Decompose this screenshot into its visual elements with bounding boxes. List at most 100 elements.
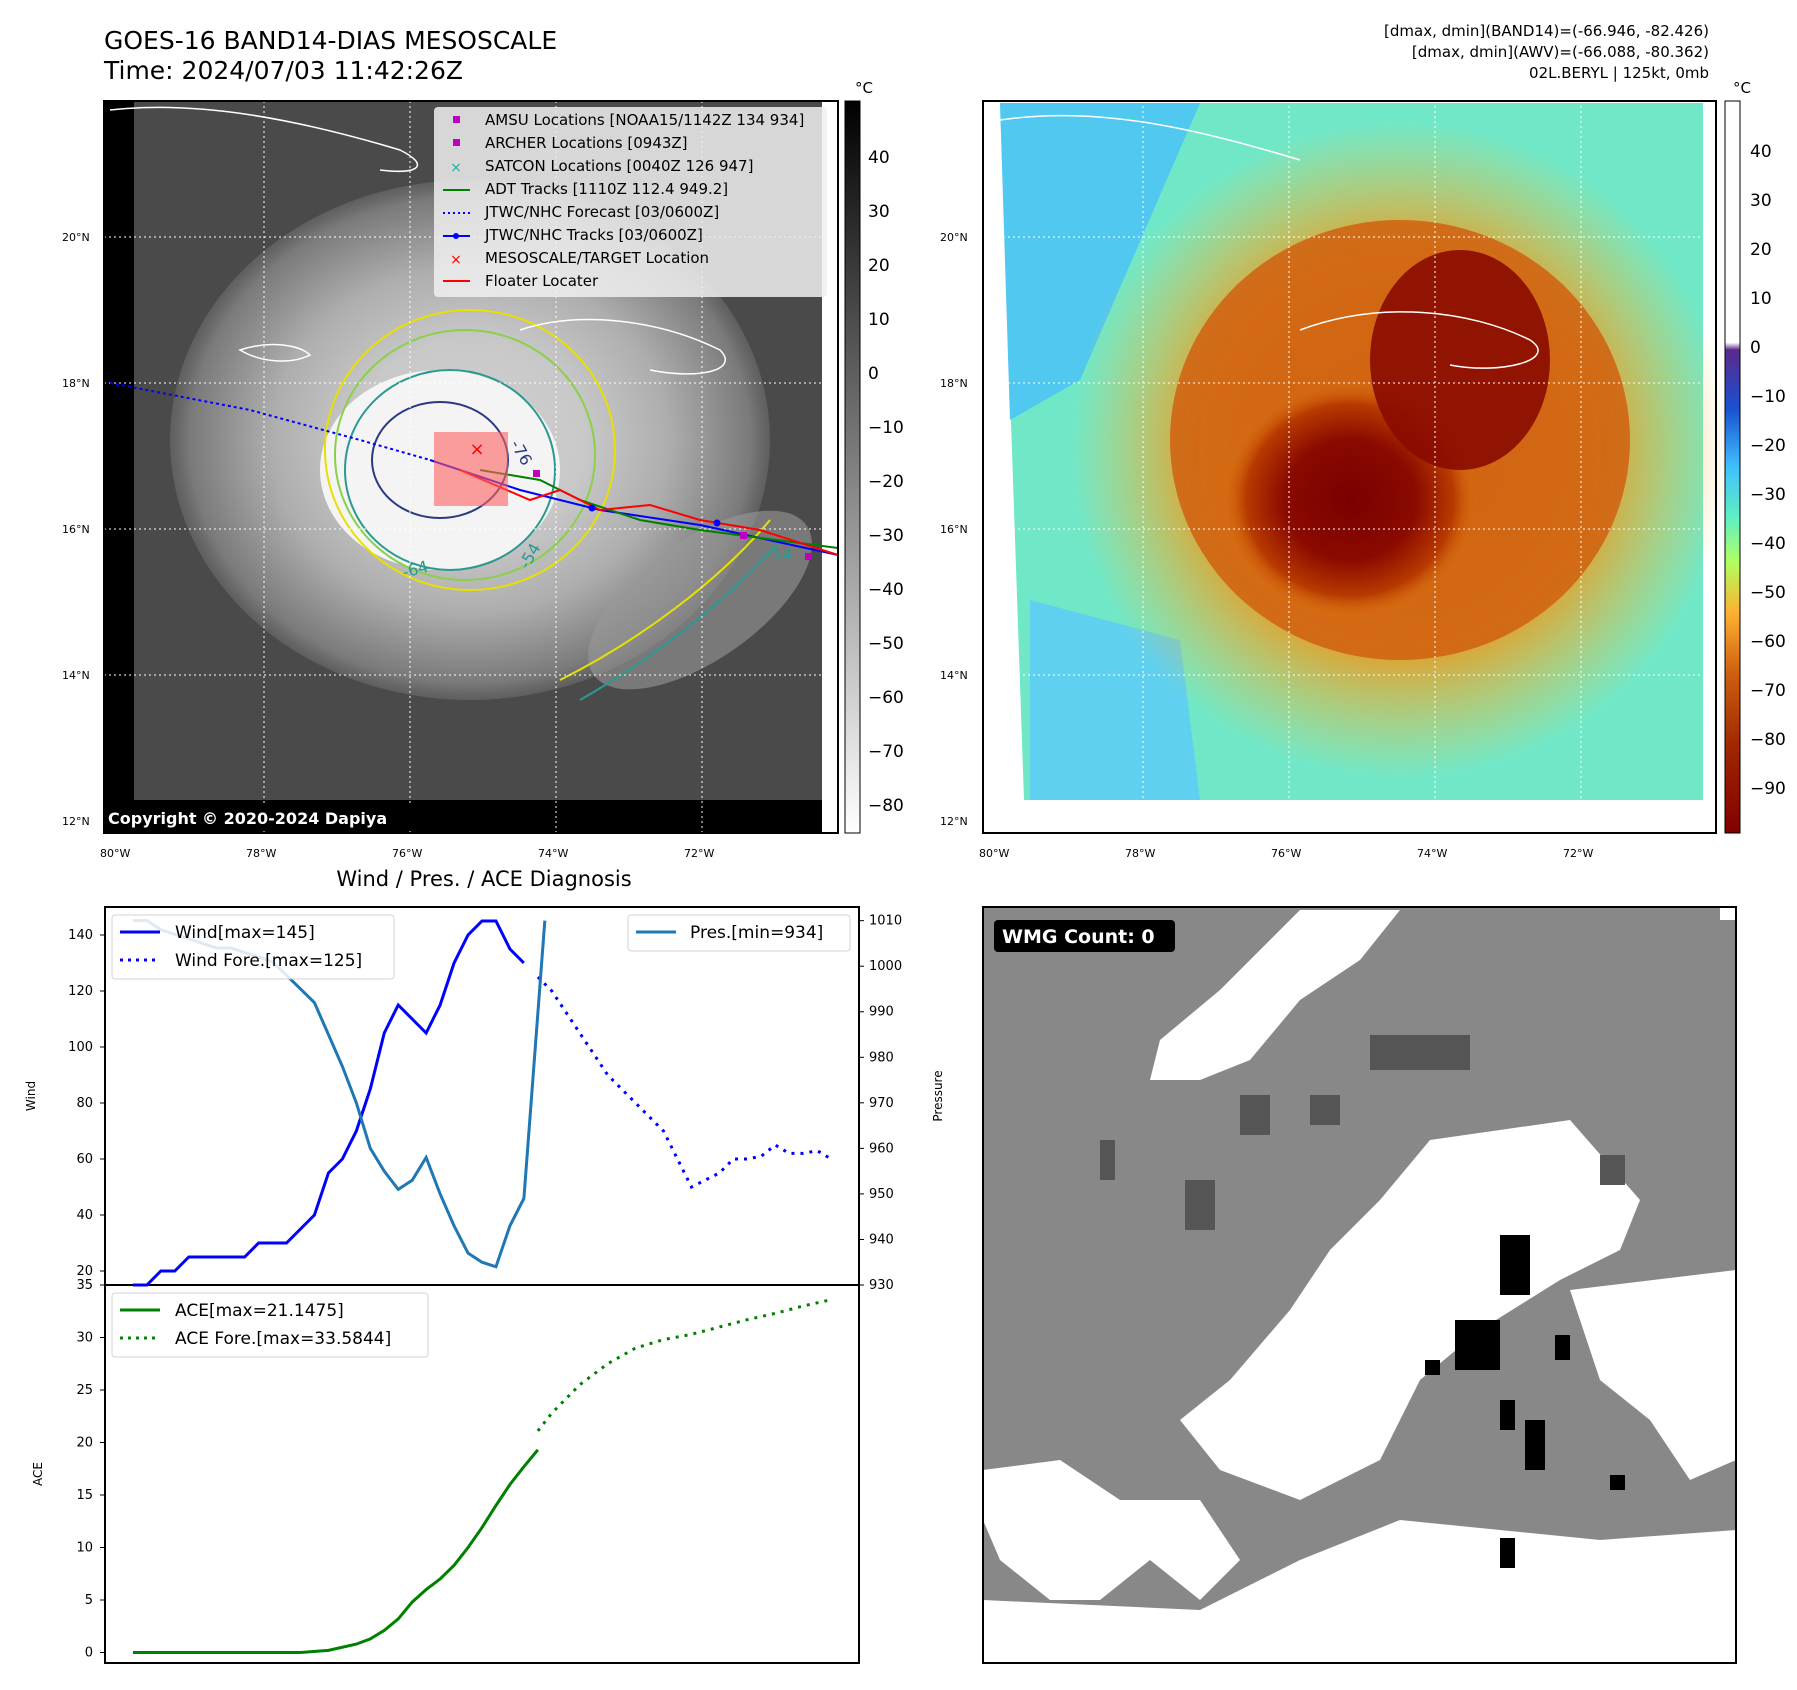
gray-tick-m40: −40: [868, 580, 904, 600]
contour-lightgreen: [334, 329, 596, 581]
color-lon-72: 72°W: [1563, 847, 1593, 860]
jtwc-track-point-2: [713, 519, 721, 527]
color-map-cold-left: [1000, 103, 1200, 420]
svg-text:×: ×: [450, 160, 462, 176]
info-line3: 02L.BERYL | 125kt, 0mb: [1529, 64, 1709, 82]
color-tick-m80: −80: [1750, 730, 1786, 750]
color-lat-12: 12°N: [940, 815, 968, 828]
figure-title-line2: Time: 2024/07/03 11:42:26Z: [104, 56, 463, 85]
info-line1: [dmax, dmin](BAND14)=(-66.946, -82.426): [1384, 22, 1709, 40]
map-legend-box: [434, 107, 827, 297]
amsu-marker: [533, 470, 540, 477]
ace-tick-label: 30: [76, 1331, 93, 1346]
contour-band-teal: [579, 539, 781, 701]
coastline-cuba: [109, 106, 419, 173]
ace-tick-label: 0: [85, 1646, 93, 1661]
color-coastline-cuba: [999, 114, 1301, 161]
color-storm-core-2: [1370, 250, 1550, 470]
wind-tick-label: 80: [76, 1096, 93, 1111]
gray-tick-m30: −30: [868, 526, 904, 546]
color-tick-m10: −10: [1750, 387, 1786, 407]
ace-forecast-series-line: [536, 1298, 832, 1432]
wmg-white-regions: [983, 907, 1736, 1663]
coastline-jamaica: [238, 343, 312, 362]
diagnosis-charts: Wind / Pres. / ACE Diagnosis Wind Pressu…: [24, 867, 945, 1664]
contour-label-4: -54: [766, 545, 792, 564]
wind-tick-label: 140: [68, 928, 93, 943]
color-tick-0: 0: [1750, 338, 1761, 358]
gray-tick-m20: −20: [868, 472, 904, 492]
pressure-tick-label: 990: [869, 1005, 894, 1020]
wind-axis-label: Wind: [24, 1081, 38, 1111]
ace-fore-legend-label: ACE Fore.[max=33.5844]: [175, 1329, 391, 1349]
color-tick-m90: −90: [1750, 779, 1786, 799]
wmg-count-badge-bg: [994, 920, 1175, 952]
color-tick-m50: −50: [1750, 583, 1786, 603]
ace-tick-label: 15: [76, 1488, 93, 1503]
color-lon-80: 80°W: [979, 847, 1009, 860]
legend-floater: Floater Locater: [485, 272, 599, 290]
ir-lon-74: 74°W: [538, 847, 568, 860]
ace-tick-label: 5: [85, 1593, 93, 1608]
pressure-tick-label: 960: [869, 1141, 894, 1156]
ir-lat-20: 20°N: [62, 231, 90, 244]
pressure-tick-label: 1000: [869, 959, 902, 974]
wind-tick-label: 60: [76, 1152, 93, 1167]
color-coastline-hispaniola: [1299, 311, 1539, 369]
jtwc-forecast-track: [109, 382, 431, 461]
pres-legend-box: [627, 914, 851, 952]
color-lat-20: 20°N: [940, 231, 968, 244]
ace-legend-label: ACE[max=21.1475]: [175, 1301, 344, 1321]
ir-lat-18: 18°N: [62, 377, 90, 390]
color-tick-40: 40: [1750, 142, 1772, 162]
color-tick-30: 30: [1750, 191, 1772, 211]
gray-tick-0: 0: [868, 364, 879, 384]
gray-colorbar: [844, 100, 861, 834]
gray-tick-m70: −70: [868, 742, 904, 762]
mesoscale-target-x: ×: [469, 439, 484, 460]
color-lat-18: 18°N: [940, 377, 968, 390]
coastline-hispaniola: [519, 318, 726, 375]
copyright-bg: [104, 806, 414, 830]
color-tick-m30: −30: [1750, 485, 1786, 505]
map-legend-markers: × ×: [443, 116, 470, 282]
pressure-tick-label: 930: [869, 1278, 894, 1293]
legend-jtwc-forecast: JTWC/NHC Forecast [03/0600Z]: [484, 203, 719, 221]
ir-lon-76: 76°W: [392, 847, 422, 860]
ir-cloud-band: [588, 510, 812, 690]
ir-lon-72: 72°W: [684, 847, 714, 860]
gray-tick-30: 30: [868, 202, 890, 222]
wind-tick-label: 40: [76, 1208, 93, 1223]
gray-tick-10: 10: [868, 310, 890, 330]
wmg-dark-regions: [1100, 1035, 1625, 1230]
gray-tick-20: 20: [868, 256, 890, 276]
color-tick-20: 20: [1750, 240, 1772, 260]
wind-series-line: [132, 919, 525, 1287]
ace-tick-label: 10: [76, 1541, 93, 1556]
ir-lat-16: 16°N: [62, 523, 90, 536]
color-colorbar: [1724, 100, 1741, 834]
figure-title-line1: GOES-16 BAND14-DIAS MESOSCALE: [104, 26, 558, 55]
contour-band-yellow: [559, 519, 771, 681]
gray-tick-m50: −50: [868, 634, 904, 654]
wind-tick-label: 100: [68, 1040, 93, 1055]
color-tick-m60: −60: [1750, 632, 1786, 652]
ace-tick-label: 20: [76, 1436, 93, 1451]
wind-tick-label: 120: [68, 984, 93, 999]
pressure-axis-label: Pressure: [931, 1070, 945, 1121]
ir-lat-12: 12°N: [62, 815, 90, 828]
color-colorbar-unit: °C: [1733, 79, 1751, 97]
wmg-count-badge: WMG Count: 0: [1002, 926, 1155, 948]
wind-legend-label: Wind[max=145]: [175, 923, 315, 943]
svg-text:×: ×: [450, 252, 462, 268]
ir-map-left-strip: [104, 101, 134, 833]
wind-fore-legend-label: Wind Fore.[max=125]: [175, 951, 362, 971]
gray-tick-40: 40: [868, 148, 890, 168]
info-line2: [dmax, dmin](AWV)=(-66.088, -80.362): [1411, 43, 1709, 61]
ir-map-frame: [103, 100, 839, 834]
wind-legend-box: [111, 914, 395, 980]
legend-jtwc-tracks: JTWC/NHC Tracks [03/0600Z]: [484, 226, 703, 244]
color-lon-78: 78°W: [1125, 847, 1155, 860]
legend-satcon: SATCON Locations [0040Z 126 947]: [485, 157, 753, 175]
color-lon-74: 74°W: [1417, 847, 1447, 860]
